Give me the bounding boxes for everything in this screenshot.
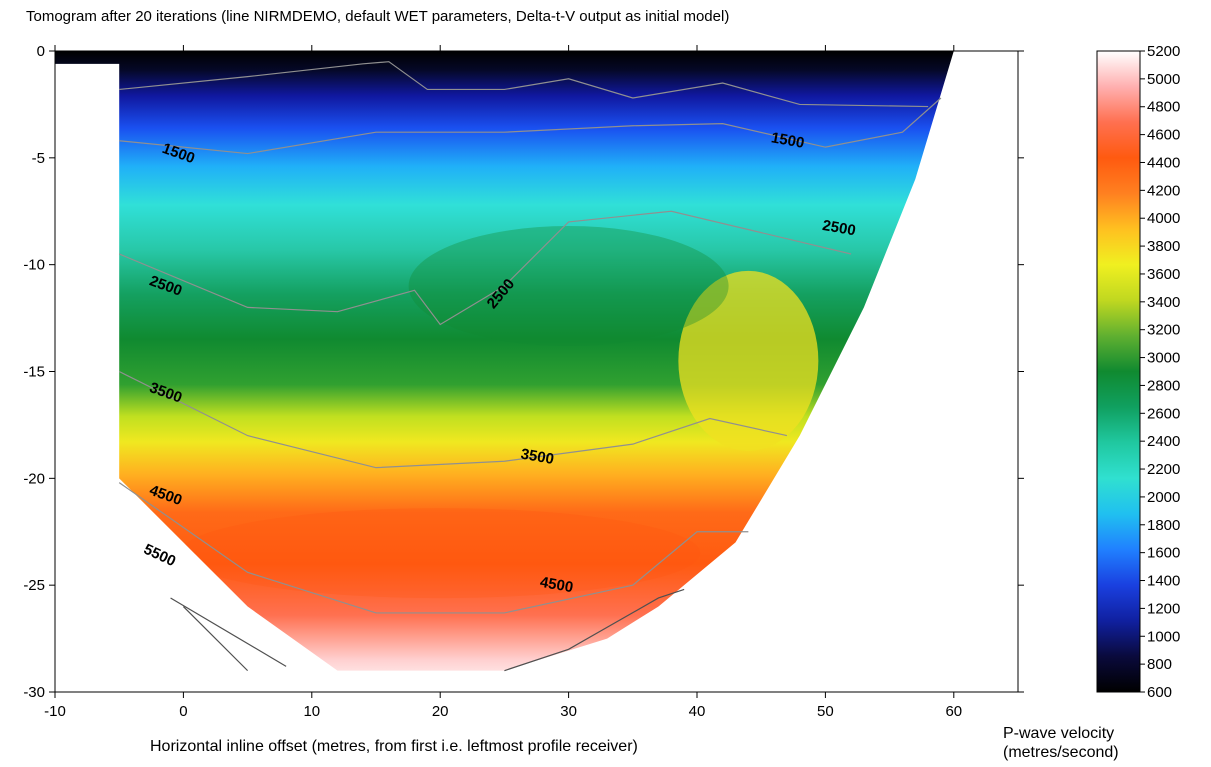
- y-tick-label: -20: [23, 470, 45, 487]
- contour-line: [118, 370, 788, 469]
- colorbar-tick-label: 800: [1147, 656, 1172, 673]
- colorbar-tick-label: 5200: [1147, 43, 1180, 60]
- colorbar-tick-label: 3800: [1147, 238, 1180, 255]
- colorbar-tick-label: 2800: [1147, 377, 1180, 394]
- velocity-gradient: [55, 51, 954, 671]
- colorbar-label-line1: P-wave velocity: [1003, 725, 1115, 742]
- x-tick-label: 10: [303, 703, 320, 720]
- colorbar-tick-label: 3400: [1147, 294, 1180, 311]
- x-tick-label: 30: [560, 703, 577, 720]
- contour-label: 3500: [519, 446, 555, 469]
- colorbar-tick-label: 4800: [1147, 99, 1180, 116]
- contour-line: [119, 61, 929, 108]
- colorbar-tick-label: 1400: [1147, 573, 1180, 590]
- y-tick-label: -5: [32, 150, 45, 167]
- contour-label: 1500: [770, 129, 806, 152]
- colorbar-tick-label: 4400: [1147, 154, 1180, 171]
- colorbar-tick-label: 3600: [1147, 266, 1180, 283]
- y-tick-label: 0: [37, 43, 45, 60]
- x-tick-label: 60: [945, 703, 962, 720]
- colorbar-tick-label: 1600: [1147, 545, 1180, 562]
- green-layer-anomaly: [408, 226, 729, 347]
- colorbar: [1096, 50, 1141, 693]
- colorbar-tick-label: 2200: [1147, 461, 1180, 478]
- x-tick-label: 0: [179, 703, 187, 720]
- colorbar-tick-label: 600: [1147, 684, 1172, 701]
- contour-line: [118, 210, 852, 326]
- y-tick-label: -10: [23, 257, 45, 274]
- colorbar-label: P-wave velocity (metres/second): [1003, 724, 1119, 762]
- x-tick-label: 50: [817, 703, 834, 720]
- colorbar-tick-label: 3000: [1147, 350, 1180, 367]
- y-tick-label: -15: [23, 364, 45, 381]
- contour-label: 2500: [821, 217, 857, 240]
- colorbar-tick-label: 1200: [1147, 600, 1180, 617]
- colorbar-tick-label: 3200: [1147, 322, 1180, 339]
- y-tick-label: -30: [23, 684, 45, 701]
- contour-line: [170, 597, 287, 667]
- contour-line: [504, 588, 685, 672]
- colorbar-tick-label: 2600: [1147, 405, 1180, 422]
- colorbar-label-line2: (metres/second): [1003, 744, 1119, 761]
- x-tick-label: 40: [689, 703, 706, 720]
- chart-title: Tomogram after 20 iterations (line NIRMD…: [26, 8, 730, 25]
- colorbar-tick-label: 4600: [1147, 127, 1180, 144]
- x-tick-label: -10: [44, 703, 66, 720]
- contour-label: 5500: [141, 541, 178, 571]
- velocity-field: [55, 51, 954, 671]
- high-velocity-anomaly: [678, 270, 819, 451]
- contour-line: [118, 482, 749, 614]
- colorbar-tick-label: 5000: [1147, 71, 1180, 88]
- colorbar-tick-label: 1000: [1147, 628, 1180, 645]
- y-tick-label: -25: [23, 577, 45, 594]
- contour-label: 4500: [539, 574, 575, 597]
- x-axis-label: Horizontal inline offset (metres, from f…: [150, 738, 638, 755]
- colorbar-tick-label: 4200: [1147, 182, 1180, 199]
- colorbar-tick-label: 2000: [1147, 489, 1180, 506]
- colorbar-tick-label: 1800: [1147, 517, 1180, 534]
- colorbar-tick-label: 4000: [1147, 210, 1180, 227]
- contour-line: [182, 606, 249, 672]
- contour-line: [119, 97, 942, 155]
- orange-layer-anomaly: [180, 508, 701, 599]
- colorbar-tick-label: 2400: [1147, 433, 1180, 450]
- x-tick-label: 20: [432, 703, 449, 720]
